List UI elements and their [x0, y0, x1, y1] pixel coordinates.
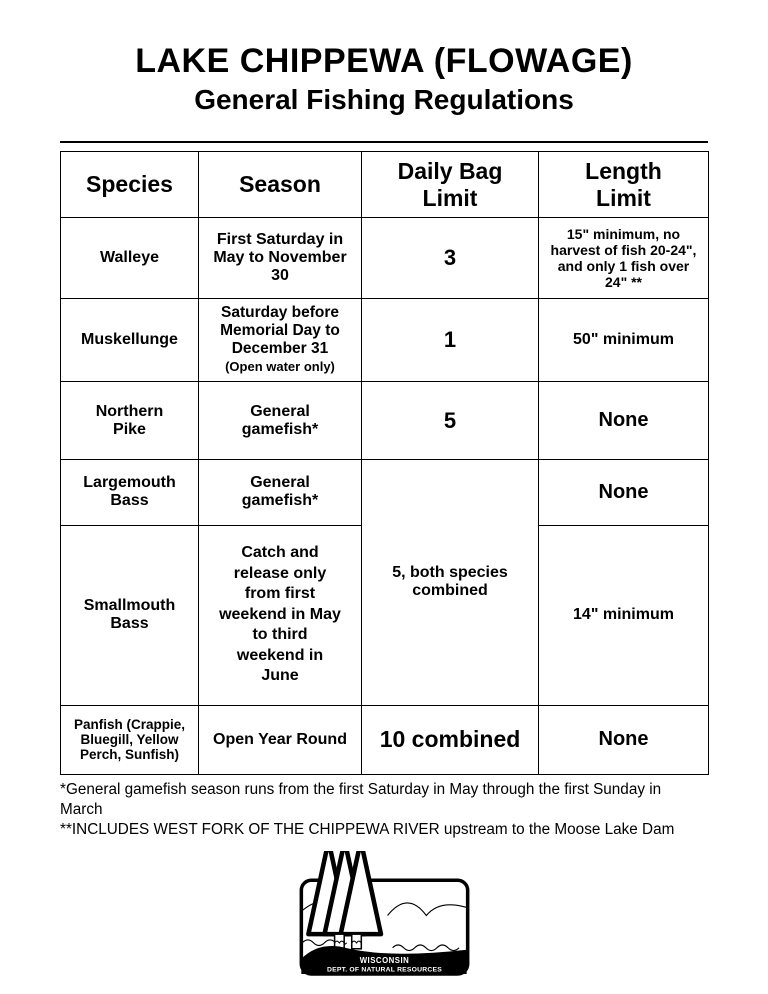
- svg-text:DEPT. OF NATURAL RESOURCES: DEPT. OF NATURAL RESOURCES: [327, 966, 442, 973]
- svg-text:WISCONSIN: WISCONSIN: [360, 956, 410, 965]
